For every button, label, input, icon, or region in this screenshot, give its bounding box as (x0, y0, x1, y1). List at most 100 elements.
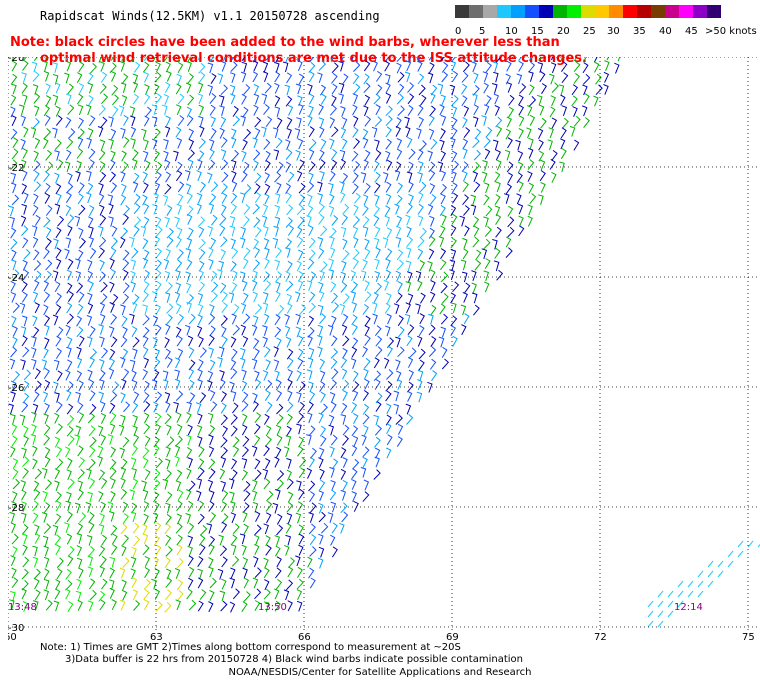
wind-barb (307, 335, 313, 347)
wind-barb (342, 424, 350, 436)
wind-barb (120, 304, 126, 316)
wind-barb (397, 105, 405, 116)
wind-barb (21, 579, 29, 591)
wind-barb (9, 599, 15, 610)
wind-barb (32, 236, 39, 248)
wind-barb (207, 380, 213, 391)
wind-barb (98, 391, 105, 403)
wind-barb (286, 469, 292, 481)
wind-barb (508, 106, 514, 118)
wind-barb (89, 390, 96, 402)
wind-barb (283, 446, 290, 458)
wind-barb (407, 104, 414, 116)
wind-barb (45, 226, 52, 238)
wind-barb (297, 236, 304, 248)
wind-barb (364, 378, 370, 390)
wind-barb (53, 359, 60, 371)
wind-barb (307, 258, 315, 270)
wind-barb (697, 580, 704, 588)
wind-barb (154, 588, 160, 600)
wind-barb (77, 468, 85, 480)
wind-barb (210, 181, 219, 193)
wind-barb (210, 127, 217, 139)
wind-barb (197, 500, 205, 512)
wind-barb (342, 389, 348, 401)
wind-barb (209, 193, 217, 205)
wind-barb (363, 159, 369, 171)
wind-barb (296, 57, 300, 61)
wind-barb (330, 479, 336, 491)
wind-barb (56, 458, 64, 470)
wind-barb (110, 313, 118, 325)
wind-barb (43, 424, 51, 436)
wind-barb (87, 336, 93, 348)
wind-barb (364, 183, 371, 194)
wind-barb (43, 216, 51, 228)
wind-barb (165, 568, 172, 580)
wind-barb (55, 247, 62, 259)
wind-barb (221, 501, 228, 513)
wind-barb (265, 544, 272, 556)
wind-barb (220, 159, 229, 171)
wind-barb (197, 413, 203, 425)
wind-barb (286, 478, 294, 490)
wind-barb (519, 115, 525, 127)
wind-barb (155, 457, 163, 469)
wind-barb (87, 182, 94, 194)
scale-label: 0 (455, 26, 462, 37)
wind-barb (407, 136, 413, 148)
wind-barb (76, 370, 83, 382)
wind-barb (43, 128, 52, 139)
wind-barb (264, 82, 272, 94)
wind-barb (208, 258, 214, 270)
wind-barb (363, 368, 369, 380)
wind-barb (154, 568, 160, 580)
wind-barb (166, 227, 174, 239)
wind-barb (52, 74, 59, 85)
wind-barb (132, 159, 138, 170)
wind-barb (108, 116, 114, 128)
wind-barb (43, 347, 49, 359)
wind-barb (362, 194, 369, 206)
wind-barb (21, 72, 27, 83)
wind-barb (395, 292, 403, 304)
wind-barb (45, 149, 53, 161)
wind-barb (383, 357, 390, 369)
wind-barb (551, 82, 559, 93)
wind-barb (275, 424, 282, 436)
wind-barb (493, 260, 500, 272)
wind-barb (176, 513, 183, 525)
wind-barb (199, 392, 207, 404)
wind-barb (131, 247, 139, 259)
wind-barb (405, 214, 411, 226)
wind-barb (298, 524, 304, 536)
wind-barb (275, 579, 283, 590)
wind-barb (306, 280, 313, 291)
wind-barb (161, 104, 168, 116)
wind-barb (265, 425, 272, 437)
wind-barb (309, 57, 315, 63)
wind-barb (538, 57, 543, 61)
wind-barb (76, 326, 84, 338)
wind-barb (536, 94, 543, 106)
wind-barb (89, 589, 97, 601)
wind-barb (328, 269, 335, 280)
wind-barb (177, 314, 185, 325)
wind-barb (153, 469, 161, 481)
wind-barb (308, 456, 315, 468)
wind-barb (362, 128, 369, 140)
wind-barb (241, 391, 249, 403)
wind-barb (405, 126, 411, 138)
wind-barb (21, 291, 28, 303)
scale-swatch (469, 5, 483, 18)
wind-barb (52, 127, 58, 139)
scale-swatch (679, 5, 693, 18)
wind-barb (485, 126, 493, 138)
wind-barb (52, 314, 59, 326)
wind-barb (197, 93, 204, 105)
wind-barb (33, 193, 39, 205)
wind-barb (263, 225, 269, 237)
wind-barb (175, 599, 181, 611)
wind-barb (64, 248, 70, 260)
wind-barb (254, 379, 262, 390)
